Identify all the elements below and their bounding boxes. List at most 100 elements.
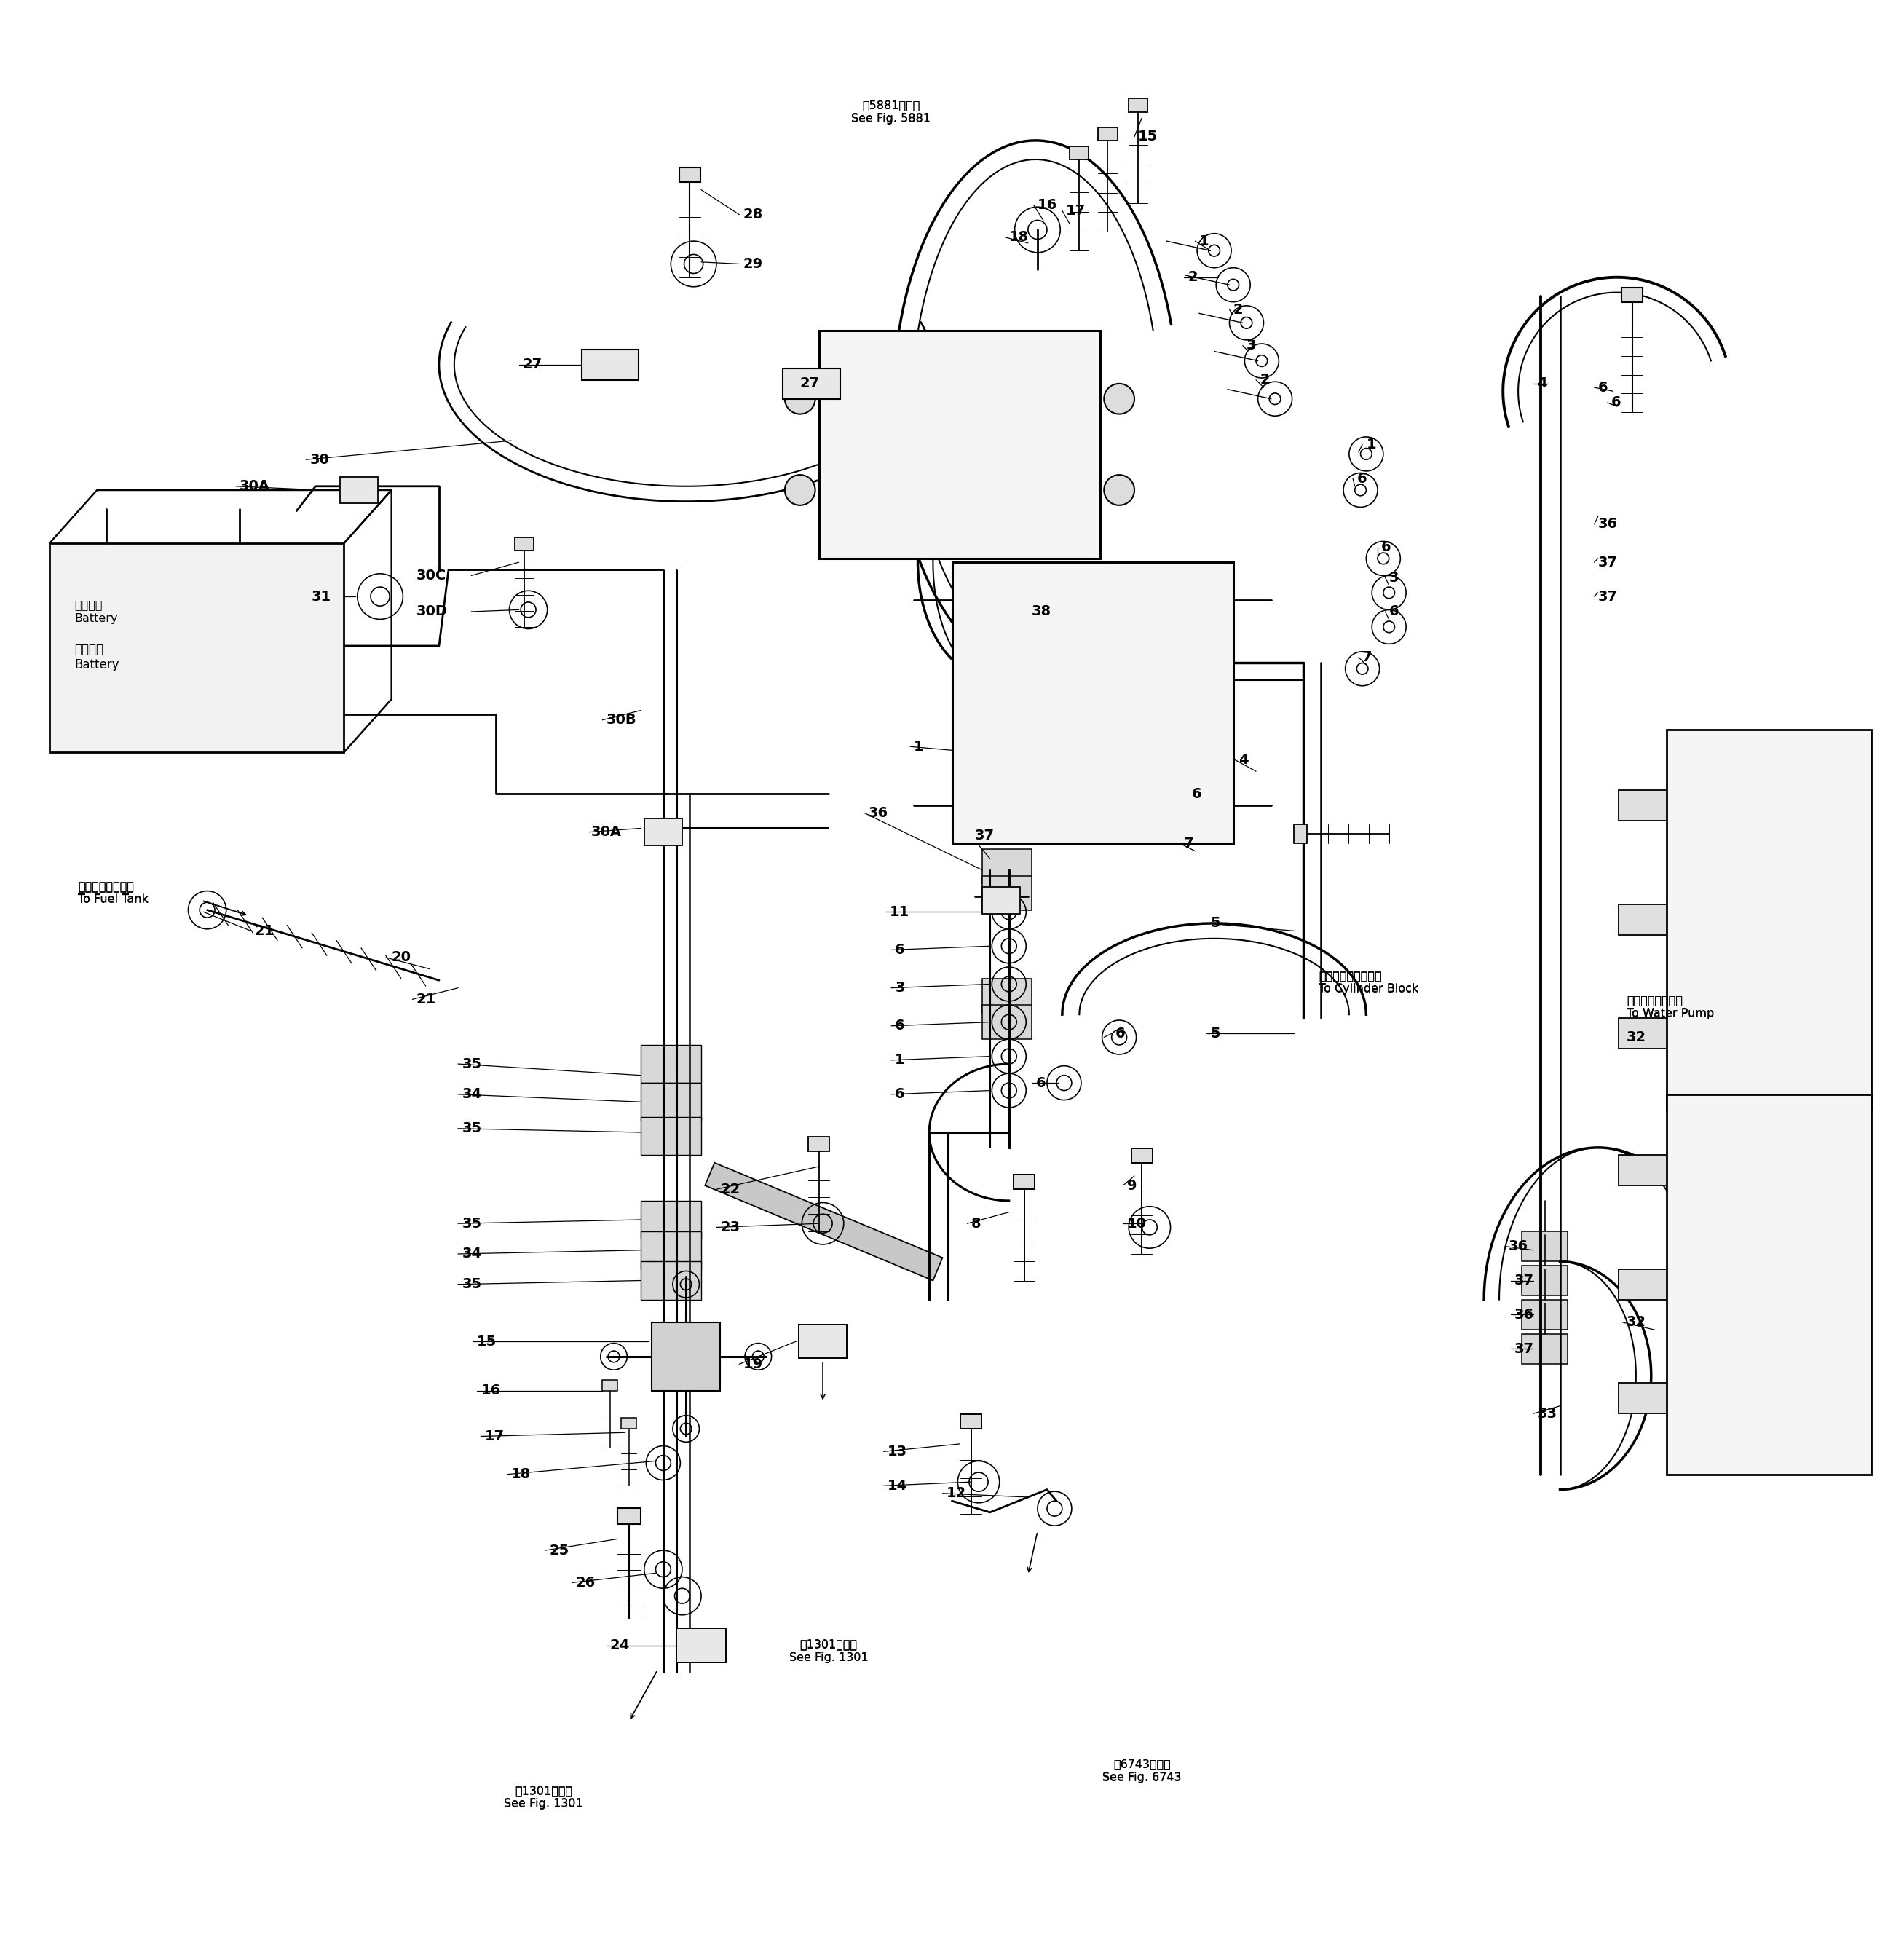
Bar [676,1629,725,1662]
Text: 第1301図参照
See Fig. 1301: 第1301図参照 See Fig. 1301 [788,1639,868,1662]
Text: 25: 25 [548,1543,569,1557]
Text: 33: 33 [1537,1406,1557,1420]
Bar [602,1381,617,1391]
Text: 37: 37 [1514,1273,1535,1287]
Bar [1618,1269,1666,1299]
Bar [960,1414,981,1430]
Text: 18: 18 [1009,230,1028,244]
Text: 26: 26 [575,1576,596,1590]
Text: 34: 34 [463,1248,482,1262]
Bar [651,1322,720,1391]
Text: 3: 3 [895,980,904,994]
Bar [640,1230,701,1269]
Text: 6: 6 [1192,787,1201,801]
Bar [341,477,379,504]
Bar [680,168,701,182]
Text: 20: 20 [392,951,411,965]
Text: 第6743図参照
See Fig. 6743: 第6743図参照 See Fig. 6743 [1102,1758,1182,1783]
Bar [1131,1148,1152,1162]
Text: 30C: 30C [417,568,446,582]
Text: 38: 38 [1032,605,1051,619]
Bar [982,887,1021,914]
Text: 8: 8 [971,1217,981,1230]
Text: 1: 1 [895,1053,904,1066]
Text: 37: 37 [1597,555,1618,568]
Text: 32: 32 [1626,1316,1647,1330]
Bar [640,1201,701,1238]
Text: 34: 34 [463,1088,482,1101]
Text: 2: 2 [1260,373,1270,387]
Text: 36: 36 [1597,518,1618,531]
Bar [617,1508,640,1523]
Text: 16: 16 [1038,197,1057,213]
Bar [640,1262,701,1299]
Text: 35: 35 [463,1277,482,1291]
Bar [783,369,840,398]
Text: フェエルタンクへ
To Fuel Tank: フェエルタンクへ To Fuel Tank [78,881,149,904]
Text: バッテリ
Battery: バッテリ Battery [74,643,118,672]
Text: 35: 35 [463,1121,482,1135]
Text: 21: 21 [255,924,274,937]
Text: 6: 6 [1358,473,1367,486]
Bar [640,1082,701,1121]
Text: 19: 19 [743,1357,764,1371]
Text: 第5881図参照
See Fig. 5881: 第5881図参照 See Fig. 5881 [851,100,931,125]
Bar [982,875,1032,910]
Text: バッテリ
Battery: バッテリ Battery [74,600,118,623]
Text: 36: 36 [1508,1240,1529,1254]
Bar [621,1418,636,1430]
Text: 32: 32 [1626,1031,1647,1045]
Text: 31: 31 [312,590,331,603]
Text: 30A: 30A [240,478,270,494]
Text: 7: 7 [1363,650,1373,664]
Text: 1: 1 [1367,437,1377,451]
Bar [982,1006,1032,1039]
Text: 24: 24 [609,1639,630,1652]
Text: シリンダブロックへ
To Cylinder Block: シリンダブロックへ To Cylinder Block [1319,971,1418,994]
Bar [1129,98,1148,111]
Text: フェエルタンクへ
To Fuel Tank: フェエルタンクへ To Fuel Tank [78,881,149,904]
Bar [581,350,638,379]
Text: 5: 5 [1211,1027,1220,1041]
Text: 15: 15 [1139,129,1158,143]
Bar [819,330,1101,559]
Circle shape [784,383,815,414]
Text: 23: 23 [720,1221,741,1234]
Bar [644,818,682,846]
Text: 10: 10 [1127,1217,1146,1230]
Text: 28: 28 [743,207,764,221]
Bar [1521,1299,1567,1330]
Text: 第1301図参照
See Fig. 1301: 第1301図参照 See Fig. 1301 [505,1785,583,1810]
Text: 18: 18 [510,1467,531,1480]
Text: 30D: 30D [417,605,447,619]
Text: 7: 7 [1184,836,1194,850]
Text: 30B: 30B [605,713,636,727]
Text: 6: 6 [1390,605,1399,619]
Text: 12: 12 [946,1486,965,1500]
Bar [1666,730,1872,1109]
Text: 17: 17 [1066,203,1085,217]
Bar [1666,1094,1872,1475]
Bar [1521,1334,1567,1363]
Text: 13: 13 [887,1445,906,1459]
Text: 36: 36 [1514,1309,1535,1322]
Bar [1521,1266,1567,1295]
Text: 36: 36 [868,807,887,820]
Bar [1521,1230,1567,1262]
Text: 9: 9 [1127,1178,1137,1193]
Text: ウォータポンプへ
To Water Pump: ウォータポンプへ To Water Pump [1626,994,1714,1019]
Circle shape [1104,383,1135,414]
Text: 22: 22 [720,1182,741,1197]
Text: 4: 4 [1240,754,1249,768]
Bar [50,543,345,752]
Text: 35: 35 [463,1217,482,1230]
Text: 30A: 30A [590,826,621,840]
Text: 35: 35 [463,1057,482,1070]
Text: 37: 37 [1514,1342,1535,1355]
Text: 3: 3 [1247,338,1257,353]
Circle shape [784,475,815,506]
Text: 27: 27 [522,357,543,371]
Bar [1099,127,1118,141]
Text: 6: 6 [1116,1027,1125,1041]
Text: 29: 29 [743,258,764,271]
